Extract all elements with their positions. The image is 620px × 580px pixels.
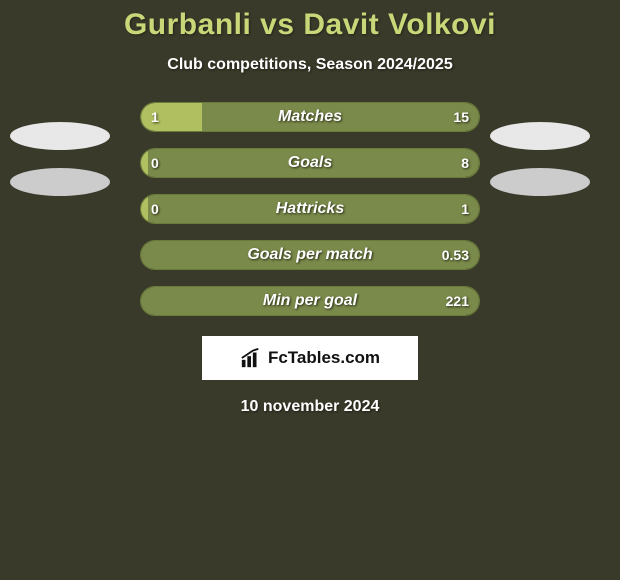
stat-bar-right-fill	[148, 195, 479, 223]
stat-bar-right-fill	[141, 287, 479, 315]
player-badge-right	[490, 122, 590, 150]
stat-row: Goals08	[140, 148, 480, 178]
stat-bar: Goals per match0.53	[140, 240, 480, 270]
stat-row: Hattricks01	[140, 194, 480, 224]
page-subtitle: Club competitions, Season 2024/2025	[167, 56, 452, 74]
stat-bar: Min per goal221	[140, 286, 480, 316]
stat-bar-left-fill	[141, 149, 148, 177]
stat-bar-right-fill	[141, 241, 479, 269]
chart-icon	[240, 347, 262, 369]
stat-row: Goals per match0.53	[140, 240, 480, 270]
stat-row: Matches115	[140, 102, 480, 132]
footer-date: 10 november 2024	[241, 398, 380, 416]
stat-bar: Goals08	[140, 148, 480, 178]
page-title: Gurbanli vs Davit Volkovi	[124, 8, 496, 42]
stat-bar-left-fill	[141, 103, 202, 131]
stat-bar: Matches115	[140, 102, 480, 132]
player-badge-left	[10, 122, 110, 150]
footer-logo: FcTables.com	[202, 336, 418, 380]
stat-bar-left-fill	[141, 195, 148, 223]
footer-logo-text: FcTables.com	[268, 348, 380, 368]
player-badge-right	[490, 168, 590, 196]
player-badge-left	[10, 168, 110, 196]
stat-row: Min per goal221	[140, 286, 480, 316]
comparison-infographic: Gurbanli vs Davit Volkovi Club competiti…	[0, 0, 620, 416]
stat-bar-right-fill	[148, 149, 479, 177]
stat-bar: Hattricks01	[140, 194, 480, 224]
stat-bar-right-fill	[202, 103, 479, 131]
